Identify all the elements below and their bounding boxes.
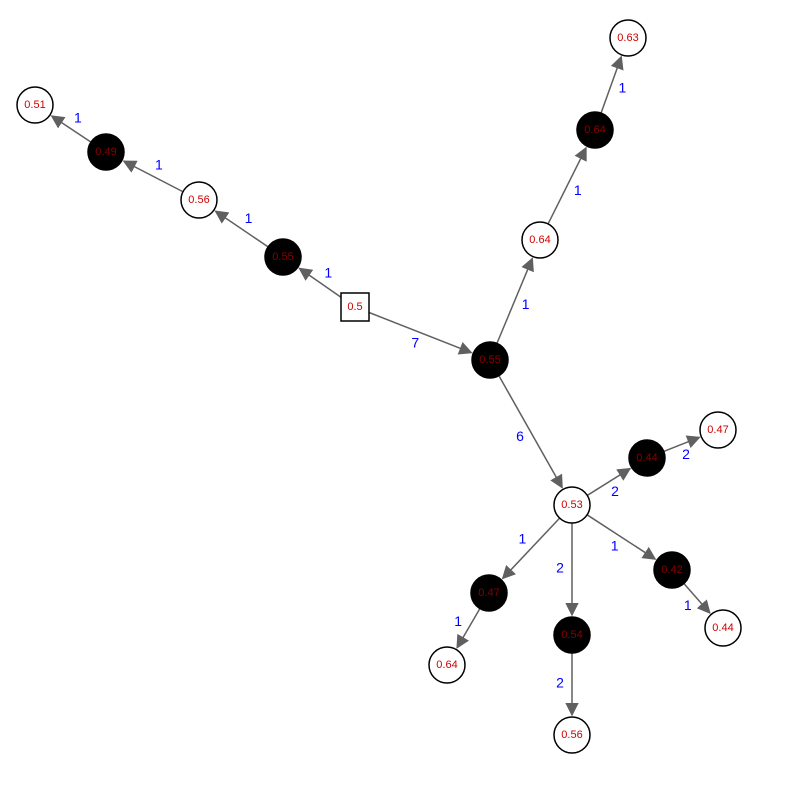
- node-label: 0.64: [436, 659, 457, 671]
- edge-label: 1: [324, 265, 332, 281]
- edge-label: 1: [522, 296, 530, 312]
- graph-node: 0.64: [429, 647, 465, 683]
- graph-node: 0.44: [629, 440, 665, 476]
- edge-label: 1: [155, 156, 163, 172]
- node-label: 0.53: [561, 499, 582, 511]
- graph-node: 0.49: [88, 134, 124, 170]
- node-label: 0.42: [661, 564, 682, 576]
- graph-node: 0.56: [554, 717, 590, 753]
- graph-node: 0.42: [654, 552, 690, 588]
- edge-label: 1: [619, 80, 627, 96]
- edge: [299, 268, 343, 299]
- node-label: 0.64: [529, 234, 550, 246]
- node-label: 0.49: [95, 146, 116, 158]
- node-label: 0.64: [584, 124, 605, 136]
- node-label: 0.56: [561, 729, 582, 741]
- node-label: 0.44: [636, 452, 657, 464]
- graph-node: 0.55: [472, 342, 508, 378]
- node-label: 0.63: [617, 32, 638, 44]
- edge: [216, 211, 269, 247]
- graph-node: 0.44: [705, 610, 741, 646]
- graph-node: 0.54: [554, 617, 590, 653]
- graph-node: 0.51: [17, 87, 53, 123]
- node-label: 0.5: [347, 301, 362, 313]
- edge: [52, 116, 91, 142]
- node-layer: 0.5 0.55 0.56 0.49 0.51 0.55 0.64 0.64 0.63 0.53 0…: [17, 20, 741, 753]
- edge: [587, 515, 655, 559]
- edge-label: 1: [611, 538, 619, 554]
- graph-node: 0.55: [265, 239, 301, 275]
- node-label: 0.55: [479, 354, 500, 366]
- node-label: 0.44: [712, 622, 733, 634]
- edge-label: 7: [411, 334, 419, 350]
- edge: [503, 518, 560, 578]
- node-label: 0.54: [561, 629, 582, 641]
- graph-node: 0.47: [471, 575, 507, 611]
- node-label: 0.51: [24, 99, 45, 111]
- edge-label: 1: [519, 531, 527, 547]
- graph-node: 0.64: [577, 112, 613, 148]
- edge-label: 2: [611, 483, 619, 499]
- graph-node: 0.63: [610, 20, 646, 56]
- node-label: 0.56: [188, 194, 209, 206]
- edge-label: 1: [574, 182, 582, 198]
- edge-label: 2: [556, 560, 564, 576]
- node-label: 0.55: [272, 251, 293, 263]
- edge-label: 1: [74, 110, 82, 126]
- graph-node: 0.53: [554, 487, 590, 523]
- edge-label: 6: [516, 428, 524, 444]
- node-label: 0.47: [707, 424, 728, 436]
- edge: [124, 161, 183, 192]
- graph-node: 0.64: [522, 222, 558, 258]
- edge-layer: 1 1 1 1 7 1 1 1 6 2 2 1 1 2 2 1 1: [52, 57, 710, 715]
- edge-label: 1: [684, 597, 692, 613]
- edge-label: 2: [682, 446, 690, 462]
- edge-label: 1: [454, 613, 462, 629]
- tree-graph: 1 1 1 1 7 1 1 1 6 2 2 1 1 2 2 1 1 0.5 0.55 0.56 0.49 0.51 0.55…: [0, 0, 800, 800]
- edge: [587, 469, 630, 496]
- edge-label: 2: [556, 675, 564, 691]
- edge: [368, 312, 471, 353]
- edge-label: 1: [245, 210, 253, 226]
- node-label: 0.47: [478, 587, 499, 599]
- graph-node: 0.5: [341, 293, 369, 321]
- graph-node: 0.47: [700, 412, 736, 448]
- edge: [499, 376, 562, 488]
- graph-node: 0.56: [181, 182, 217, 218]
